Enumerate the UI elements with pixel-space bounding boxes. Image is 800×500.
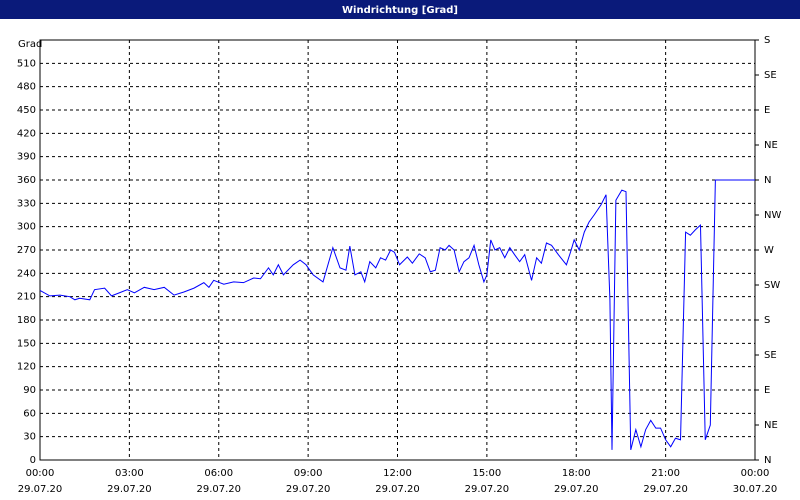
- y2-tick-label: N: [764, 455, 771, 466]
- y2-tick-label: E: [764, 105, 770, 116]
- x-tick-label: 18:00: [562, 468, 591, 479]
- y2-tick-label: NE: [764, 140, 778, 151]
- x-tick-date: 29.07.20: [375, 484, 420, 495]
- x-tick-label: 06:00: [204, 468, 233, 479]
- y2-tick-label: N: [764, 175, 771, 186]
- data-line: [39, 179, 755, 451]
- y-tick-label: 420: [17, 128, 36, 139]
- y-tick-label: 150: [17, 338, 36, 349]
- x-tick-label: 21:00: [651, 468, 680, 479]
- chart-title: Windrichtung [Grad]: [342, 5, 458, 16]
- y-tick-label: 300: [17, 222, 36, 233]
- y-tick-label: 90: [23, 385, 36, 396]
- y-tick-label: 360: [17, 175, 36, 186]
- y-tick-label: 120: [17, 362, 36, 373]
- y2-tick-label: S: [764, 315, 770, 326]
- x-tick-label: 00:00: [26, 468, 55, 479]
- y-tick-label: 450: [17, 105, 36, 116]
- x-tick-date: 29.07.20: [643, 484, 688, 495]
- x-tick-date: 29.07.20: [18, 484, 63, 495]
- y-tick-label: 0: [30, 455, 36, 466]
- x-tick-date: 29.07.20: [465, 484, 510, 495]
- y2-tick-label: S: [764, 35, 770, 46]
- y2-tick-label: NE: [764, 420, 778, 431]
- x-tick-label: 03:00: [115, 468, 144, 479]
- y2-tick-label: NW: [764, 210, 781, 221]
- y-tick-label: 180: [17, 315, 36, 326]
- y-tick-label: 510: [17, 58, 36, 69]
- x-tick-date: 29.07.20: [196, 484, 241, 495]
- x-tick-label: 15:00: [472, 468, 501, 479]
- y-tick-label: 60: [23, 408, 36, 419]
- x-tick-label: 09:00: [294, 468, 323, 479]
- y2-tick-label: SE: [764, 350, 777, 361]
- y2-tick-label: SW: [764, 280, 780, 291]
- y-tick-label: 30: [23, 432, 36, 443]
- y-tick-label: 210: [17, 292, 36, 303]
- y-tick-label: 240: [17, 268, 36, 279]
- x-tick-date: 29.07.20: [286, 484, 331, 495]
- title-bar: [0, 0, 800, 19]
- y-axis-label: Grad: [18, 39, 42, 50]
- y2-tick-label: SE: [764, 70, 777, 81]
- x-tick-date: 29.07.20: [107, 484, 152, 495]
- y2-tick-label: E: [764, 385, 770, 396]
- y-tick-label: 480: [17, 82, 36, 93]
- y-tick-label: 330: [17, 198, 36, 209]
- x-tick-label: 12:00: [383, 468, 412, 479]
- y2-tick-label: W: [764, 245, 774, 256]
- y-tick-label: 270: [17, 245, 36, 256]
- x-tick-label: 00:00: [741, 468, 770, 479]
- x-tick-date: 29.07.20: [554, 484, 599, 495]
- x-tick-date: 30.07.20: [733, 484, 778, 495]
- y-tick-label: 390: [17, 152, 36, 163]
